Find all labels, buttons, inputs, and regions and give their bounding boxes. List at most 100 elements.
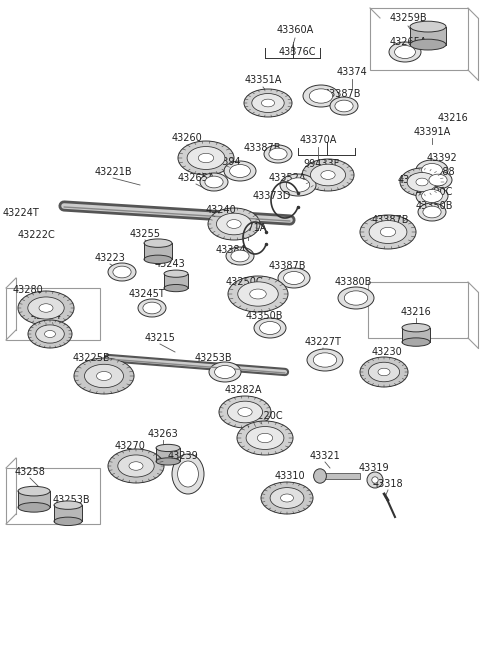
Ellipse shape xyxy=(280,494,293,502)
Ellipse shape xyxy=(302,159,354,191)
Ellipse shape xyxy=(138,299,166,317)
Text: 43376C: 43376C xyxy=(278,47,316,57)
Ellipse shape xyxy=(178,141,234,175)
Ellipse shape xyxy=(198,154,214,163)
Ellipse shape xyxy=(238,408,252,417)
Ellipse shape xyxy=(144,239,172,247)
Ellipse shape xyxy=(231,250,249,262)
Ellipse shape xyxy=(252,94,284,113)
Text: 43215: 43215 xyxy=(144,333,175,343)
Ellipse shape xyxy=(313,469,326,483)
Text: 43223: 43223 xyxy=(95,253,125,263)
Ellipse shape xyxy=(18,503,50,512)
Bar xyxy=(410,27,446,45)
Text: 43373D: 43373D xyxy=(253,191,291,201)
Text: 43250C: 43250C xyxy=(225,277,263,287)
Ellipse shape xyxy=(360,215,416,249)
Text: 43392: 43392 xyxy=(427,153,457,163)
Ellipse shape xyxy=(424,171,452,189)
Ellipse shape xyxy=(54,517,82,525)
Ellipse shape xyxy=(429,174,447,186)
Ellipse shape xyxy=(143,302,161,314)
Ellipse shape xyxy=(238,282,278,306)
Ellipse shape xyxy=(286,178,310,192)
Ellipse shape xyxy=(380,227,396,237)
Ellipse shape xyxy=(172,454,204,494)
Ellipse shape xyxy=(309,89,333,103)
Text: 43318: 43318 xyxy=(372,479,403,489)
Text: 43259B: 43259B xyxy=(389,13,427,23)
Ellipse shape xyxy=(208,208,260,240)
Ellipse shape xyxy=(311,164,346,186)
Text: 43352A: 43352A xyxy=(268,173,306,183)
Ellipse shape xyxy=(410,21,446,32)
Ellipse shape xyxy=(228,276,288,312)
Text: 43225B: 43225B xyxy=(72,353,110,363)
Ellipse shape xyxy=(219,396,271,428)
Ellipse shape xyxy=(226,247,254,265)
Ellipse shape xyxy=(28,297,64,319)
Text: 43221B: 43221B xyxy=(94,167,132,177)
Text: 43270: 43270 xyxy=(115,441,145,451)
Text: 43350B: 43350B xyxy=(415,201,453,211)
Ellipse shape xyxy=(278,268,310,288)
Ellipse shape xyxy=(262,99,275,107)
Ellipse shape xyxy=(36,325,64,343)
Ellipse shape xyxy=(313,353,336,367)
Text: 43387B: 43387B xyxy=(371,215,409,225)
Text: 43374: 43374 xyxy=(336,67,367,77)
Ellipse shape xyxy=(229,165,251,178)
Ellipse shape xyxy=(224,161,256,181)
Ellipse shape xyxy=(360,357,408,387)
Ellipse shape xyxy=(421,163,443,176)
Text: 43371A: 43371A xyxy=(229,223,267,233)
Ellipse shape xyxy=(402,324,430,332)
Ellipse shape xyxy=(321,171,335,180)
Bar xyxy=(54,505,82,521)
Ellipse shape xyxy=(113,266,131,278)
Ellipse shape xyxy=(407,173,437,191)
Ellipse shape xyxy=(402,338,430,346)
Ellipse shape xyxy=(144,255,172,264)
Ellipse shape xyxy=(335,100,353,112)
Bar xyxy=(402,327,430,342)
Bar xyxy=(144,243,172,259)
Ellipse shape xyxy=(369,362,399,381)
Text: 43371A: 43371A xyxy=(397,175,435,185)
Text: 99433F: 99433F xyxy=(304,159,340,169)
Text: 43280: 43280 xyxy=(12,285,43,295)
Ellipse shape xyxy=(344,291,368,305)
Ellipse shape xyxy=(54,501,82,509)
Ellipse shape xyxy=(228,401,263,422)
Ellipse shape xyxy=(270,488,304,508)
Text: 43230: 43230 xyxy=(372,347,402,357)
Text: 43321: 43321 xyxy=(310,451,340,461)
Ellipse shape xyxy=(84,365,123,388)
Text: 43394: 43394 xyxy=(211,157,241,167)
Ellipse shape xyxy=(178,461,198,487)
Text: 43319: 43319 xyxy=(359,463,389,473)
Ellipse shape xyxy=(28,320,72,348)
Ellipse shape xyxy=(369,221,407,243)
Text: 43265A: 43265A xyxy=(177,173,215,183)
Text: 43260: 43260 xyxy=(172,133,203,143)
Ellipse shape xyxy=(244,89,292,117)
Text: 43220C: 43220C xyxy=(245,411,283,421)
Text: 43360A: 43360A xyxy=(276,25,313,35)
Ellipse shape xyxy=(280,174,316,196)
Ellipse shape xyxy=(307,349,343,371)
Bar xyxy=(18,491,50,507)
Ellipse shape xyxy=(118,455,154,477)
Ellipse shape xyxy=(410,39,446,50)
Text: 43254: 43254 xyxy=(31,311,61,321)
Ellipse shape xyxy=(423,206,441,218)
Text: 43222C: 43222C xyxy=(17,230,55,240)
Ellipse shape xyxy=(205,176,223,188)
Ellipse shape xyxy=(209,362,241,382)
Ellipse shape xyxy=(200,173,228,191)
Text: 43387B: 43387B xyxy=(323,89,361,99)
Text: 43384: 43384 xyxy=(216,245,246,255)
Ellipse shape xyxy=(156,458,180,465)
Ellipse shape xyxy=(400,168,444,196)
Text: 43350B: 43350B xyxy=(245,311,283,321)
